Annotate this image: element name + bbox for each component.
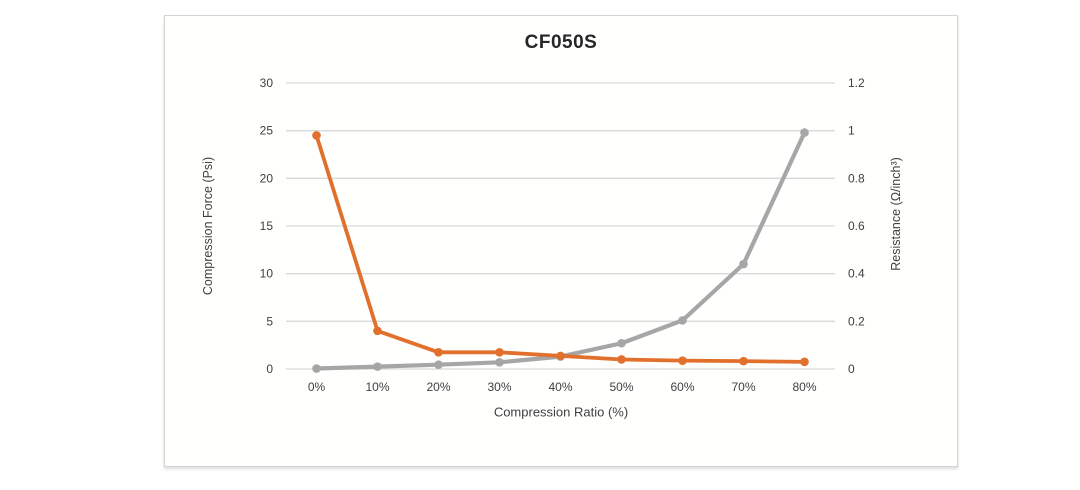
y-axis-tick-label-right: 0.2 [848, 314, 865, 328]
data-point-resistance [678, 356, 687, 365]
x-axis-tick-label: 70% [731, 380, 755, 394]
data-point-compression-force [678, 316, 687, 325]
data-point-resistance [495, 348, 504, 357]
data-point-resistance [800, 357, 809, 367]
x-axis-title: Compression Ratio (%) [493, 404, 629, 420]
y-axis-tick-label-right: 0.4 [848, 267, 865, 281]
x-axis-tick-label: 10% [365, 380, 389, 394]
chart-panel: CF050S Compression Force (Psi) Resistanc… [164, 15, 958, 467]
y-axis-tick-label-left: 30 [260, 76, 274, 90]
y-axis-tick-label-left: 15 [260, 219, 274, 233]
y-axis-tick-label-right: 1 [848, 124, 855, 138]
y-axis-tick-label-right: 1.2 [848, 76, 865, 90]
x-axis-tick-label: 20% [426, 380, 450, 394]
y-axis-tick-label-left: 20 [260, 171, 274, 185]
y-axis-tick-label-left: 25 [260, 124, 274, 138]
chart-plot-area: 30 1.2 25 1 20 0.8 15 0.6 10 0.4 5 0.2 0 0 0% 10% 20% 30%… [260, 76, 865, 394]
x-axis-tick-label: 60% [670, 380, 694, 394]
series-line-resistance [314, 133, 807, 364]
x-axis-tick-label: 40% [548, 380, 572, 394]
y-axis-tick-label-right: 0 [848, 362, 855, 376]
data-point-compression-force [373, 362, 382, 371]
data-point-resistance [312, 131, 321, 140]
data-point-compression-force [739, 259, 748, 269]
data-point-resistance [373, 326, 382, 336]
y-axis-tick-label-left: 5 [266, 314, 273, 328]
x-axis-tick-label: 0% [308, 380, 326, 394]
y-axis-tick-label-right: 0.8 [848, 171, 865, 185]
data-point-compression-force [800, 128, 809, 137]
y-axis-tick-label-left: 0 [266, 362, 273, 376]
series-line-compression-force [314, 130, 807, 371]
chart-title: CF050S [524, 32, 598, 53]
data-point-resistance [434, 348, 443, 357]
x-axis-tick-label: 30% [487, 380, 511, 394]
data-point-resistance [556, 351, 565, 361]
y-axis-tick-label-right: 0.6 [848, 219, 865, 233]
x-axis-tick-label: 50% [609, 380, 633, 394]
data-point-compression-force [617, 338, 626, 348]
y-axis-tick-label-left: 10 [260, 267, 274, 281]
data-point-resistance [617, 355, 626, 364]
data-point-compression-force [312, 364, 321, 373]
data-point-compression-force [434, 360, 443, 370]
data-point-resistance [739, 356, 748, 366]
data-point-compression-force [495, 358, 504, 367]
x-axis-tick-label: 80% [792, 380, 816, 394]
